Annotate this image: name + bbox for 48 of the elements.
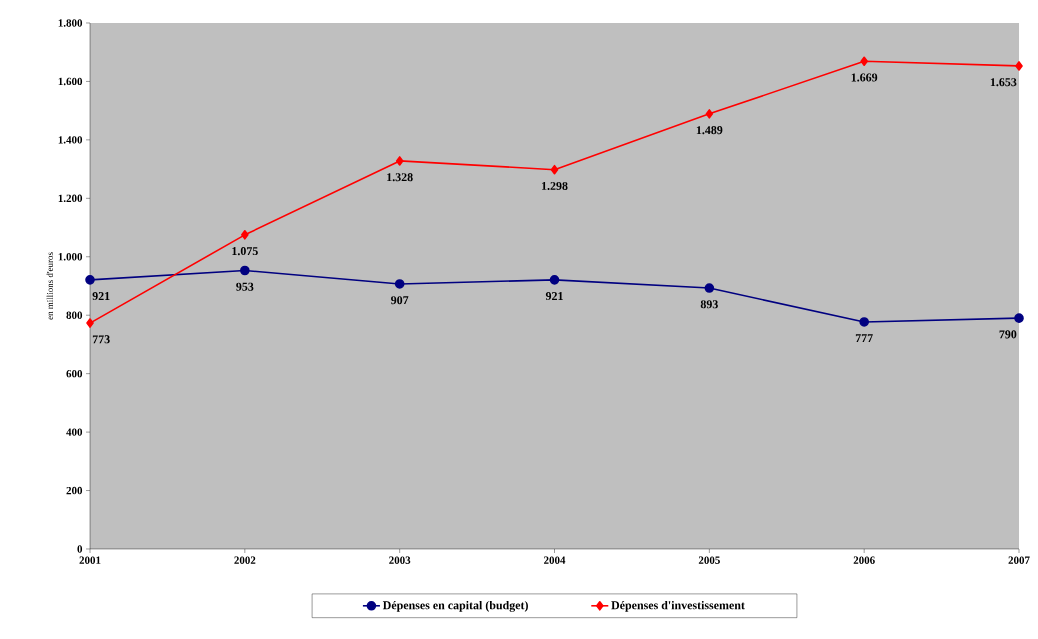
y-tick-label: 600 bbox=[66, 369, 83, 378]
point bbox=[395, 156, 404, 166]
x-tick-label: 2003 bbox=[389, 556, 411, 564]
y-tick-label: 0 bbox=[77, 545, 83, 553]
data-label: 1.653 bbox=[990, 78, 1017, 87]
y-tick-label: 1.000 bbox=[58, 253, 83, 261]
x-tick-label: 2004 bbox=[544, 556, 566, 564]
y-tick-label: 800 bbox=[66, 311, 83, 319]
legend-label: Dépenses d'investissement bbox=[611, 600, 745, 612]
y-tick-label: 400 bbox=[66, 428, 83, 436]
legend-label: Dépenses en capital (budget) bbox=[382, 600, 528, 612]
data-label: 921 bbox=[92, 292, 110, 301]
point bbox=[394, 279, 405, 289]
x-tick-label: 2002 bbox=[234, 556, 256, 564]
data-label: 1.489 bbox=[696, 126, 723, 135]
data-label: 1.669 bbox=[851, 73, 878, 82]
data-label: 907 bbox=[391, 296, 409, 305]
y-tick-label: 1.600 bbox=[58, 77, 83, 86]
x-tick-label: 2005 bbox=[698, 556, 720, 564]
data-label: 1.328 bbox=[387, 173, 413, 182]
y-tick-label: 1.800 bbox=[58, 19, 83, 27]
point bbox=[860, 56, 868, 67]
data-label: 773 bbox=[92, 335, 110, 344]
point bbox=[240, 265, 250, 276]
data-label: 1.075 bbox=[232, 247, 258, 256]
point bbox=[1014, 313, 1024, 323]
point bbox=[859, 317, 869, 327]
point bbox=[549, 275, 560, 285]
data-label: 790 bbox=[999, 330, 1017, 339]
point bbox=[85, 275, 95, 285]
data-label: 921 bbox=[545, 292, 563, 301]
data-label: 1.298 bbox=[542, 181, 568, 190]
x-tick-label: 2007 bbox=[1008, 556, 1030, 564]
x-tick-label: 2001 bbox=[79, 556, 101, 564]
y-tick-label: 1.400 bbox=[58, 136, 83, 144]
point bbox=[86, 318, 94, 328]
data-label: 777 bbox=[855, 334, 873, 342]
data-label: 893 bbox=[700, 300, 718, 309]
point bbox=[705, 109, 714, 119]
y-tick-label: 1.200 bbox=[58, 194, 83, 203]
point bbox=[704, 283, 715, 293]
point bbox=[1015, 61, 1023, 71]
point bbox=[550, 164, 559, 175]
data-label: 953 bbox=[236, 282, 254, 291]
x-tick-label: 2006 bbox=[853, 556, 875, 564]
y-axis-title: en millions d'euros bbox=[46, 252, 53, 320]
point bbox=[241, 230, 249, 240]
y-tick-label: 200 bbox=[66, 486, 83, 495]
